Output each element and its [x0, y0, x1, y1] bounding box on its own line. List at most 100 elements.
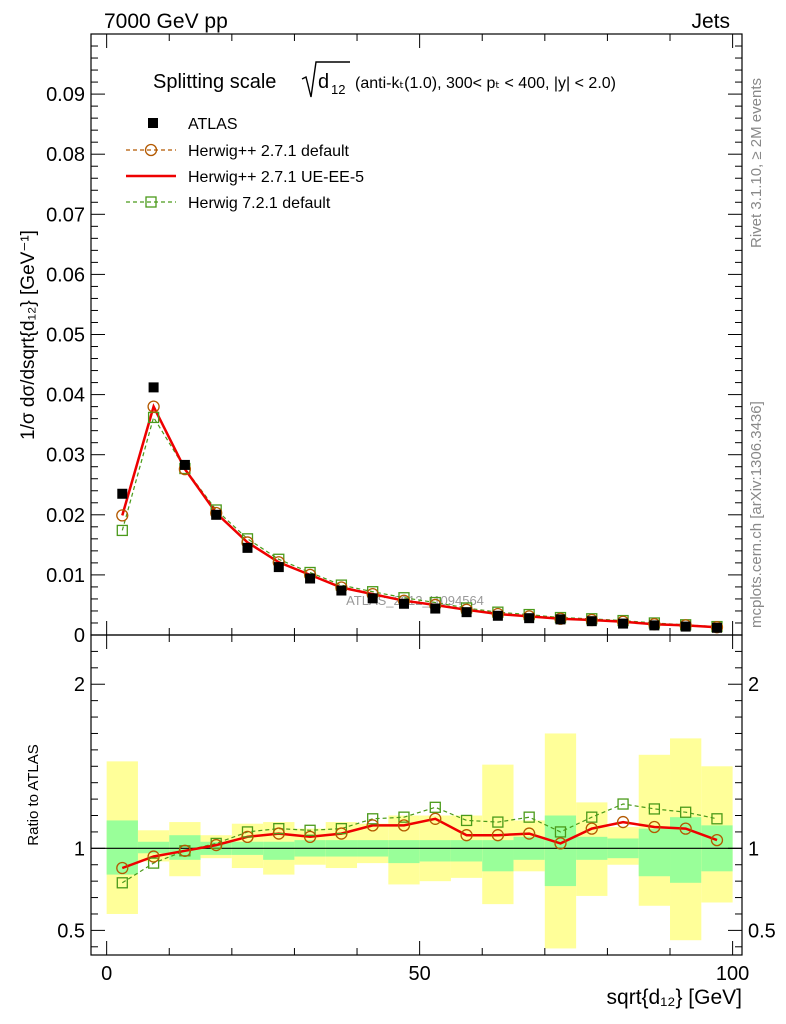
legend-label-herwig-ueee5: Herwig++ 2.7.1 UE-EE-5 [188, 169, 364, 186]
main-atlas-point [586, 616, 597, 627]
chart-title-sqrt-sub: 12 [331, 82, 345, 97]
main-herwig7-line [121, 415, 718, 628]
ratio-herwig-default-point [460, 829, 473, 842]
ratio-band-stat [263, 841, 295, 860]
ratio-herwig7-point [523, 811, 535, 823]
ratio-herwig7-point [398, 811, 410, 823]
main-atlas-point [148, 382, 159, 393]
main-atlas-point [273, 562, 284, 573]
main-atlas-point [398, 598, 409, 609]
x-axis-label: sqrt{d₁₂} [GeV] [607, 986, 742, 1009]
ratio-herwig7-point [586, 811, 598, 823]
main-y-tick-label: 0.03 [46, 445, 85, 467]
ratio-herwig-default-point [585, 822, 598, 835]
legend-label-atlas: ATLAS [188, 116, 238, 133]
main-atlas-point [305, 573, 316, 584]
ratio-herwig7-point [116, 877, 128, 889]
main-y-tick-label: 0.02 [46, 505, 85, 527]
ratio-herwig-default-point [366, 819, 379, 832]
main-herwig7-point [116, 524, 128, 537]
ratio-herwig-default-point [147, 850, 160, 863]
ratio-y-axis-label: Ratio to ATLAS [25, 744, 42, 845]
header-left: 7000 GeV pp [104, 10, 228, 33]
legend-label-herwig-default: Herwig++ 2.7.1 default [188, 143, 350, 160]
ratio-herwig-default-point [554, 837, 567, 850]
ratio-herwig-default-point [241, 830, 254, 843]
ratio-band-stat [388, 840, 420, 864]
ratio-herwig7-point [680, 806, 692, 818]
sqrt-sign-icon [301, 61, 350, 98]
chart-title-cuts: (anti-kₜ(1.0), 300< pₜ < 400, |y| < 2.0) [355, 75, 616, 92]
ratio-band-stat [450, 840, 483, 862]
main-atlas-point [179, 459, 190, 470]
chart-title-prefix: Splitting scale [153, 71, 276, 93]
ratio-herwig-default-point [710, 833, 724, 847]
ratio-herwig7-point [304, 824, 316, 836]
ratio-panel [91, 733, 742, 949]
ratio-panel-frame [90, 634, 743, 956]
chart-title: Splitting scale d 12 (anti-kₜ(1.0), 300<… [153, 61, 616, 98]
ratio-y-tick-label-right: 2 [748, 674, 759, 696]
ratio-herwig-default-point [429, 812, 442, 825]
ratio-herwig7-point [367, 813, 379, 825]
ratio-y-tick-label: 1 [74, 838, 85, 860]
ratio-herwig-default-point [272, 827, 285, 840]
ratio-herwig-default-point [178, 844, 192, 857]
ratio-herwig-default-point [116, 861, 129, 875]
ratio-herwig-default-point [491, 829, 505, 842]
x-tick-label: 0 [101, 963, 112, 985]
ratio-herwig7-point [492, 816, 504, 828]
main-atlas-point [524, 613, 535, 624]
ratio-herwig7-point [241, 826, 254, 838]
main-y-tick-label: 0.06 [46, 264, 85, 286]
ratio-y-tick-label: 2 [74, 674, 85, 696]
ratio-herwig-default-point [679, 822, 692, 835]
legend-marker-atlas [148, 118, 158, 128]
ratio-y-tick-label-right: 1 [748, 838, 759, 860]
ratio-panel-axes: 0 50 100 0.5 0.5 1 1 2 2 [57, 634, 776, 985]
ratio-band-stat [419, 840, 451, 862]
main-atlas-point [492, 610, 503, 621]
main-atlas-point [430, 603, 441, 614]
legend-marker-herwig-default [144, 143, 158, 157]
ratio-herwig-default-point [210, 838, 223, 852]
main-y-tick-label: 0.09 [46, 84, 85, 106]
ratio-herwig-default-point [303, 830, 317, 843]
main-herwig-default-point [116, 509, 129, 522]
header-right: Jets [691, 10, 730, 33]
ratio-herwig7-point [617, 798, 629, 810]
main-atlas-point [336, 585, 347, 596]
x-tick-label: 50 [409, 963, 431, 985]
ratio-panel-marks [116, 798, 724, 889]
main-atlas-point [649, 620, 660, 631]
mcplots-label: mcplots.cern.ch [arXiv:1306.3436] [748, 401, 765, 628]
ratio-herwig7-point [554, 826, 567, 838]
ratio-band-stat [638, 828, 671, 877]
ratio-herwig7-point [273, 822, 285, 835]
ratio-herwig7-point [711, 813, 723, 825]
ratio-herwig-default-point [335, 827, 348, 840]
ratio-y-tick-label: 0.5 [57, 920, 85, 942]
ratio-herwig7-point [460, 814, 473, 827]
legend-marker-herwig7 [145, 196, 157, 208]
ratio-band-stat [137, 841, 170, 854]
main-atlas-point [680, 621, 691, 632]
ratio-herwig7-point [147, 857, 160, 869]
ratio-herwig7-point [648, 803, 661, 815]
main-atlas-point [711, 622, 722, 633]
main-atlas-point [461, 607, 472, 618]
main-y-tick-label: 0.05 [46, 325, 85, 347]
main-panel-marks [116, 382, 724, 634]
x-tick-label: 100 [716, 963, 749, 985]
main-atlas-point [242, 542, 253, 553]
chart-title-sqrt-base: d [318, 71, 329, 93]
rivet-version-label: Rivet 3.1.10, ≥ 2M events [748, 78, 765, 248]
legend: ATLAS Herwig++ 2.7.1 default Herwig++ 2.… [126, 116, 364, 212]
ratio-y-tick-label-right: 0.5 [748, 920, 776, 942]
ratio-herwig-default-point [523, 827, 536, 840]
main-atlas-point [367, 593, 378, 604]
main-y-axis-label: 1/σ dσ/dsqrt{d₁₂} [GeV⁻¹] [18, 230, 39, 440]
main-y-tick-label: 0.07 [46, 204, 85, 226]
legend-label-herwig7: Herwig 7.2.1 default [188, 195, 331, 212]
main-atlas-point [211, 509, 222, 520]
